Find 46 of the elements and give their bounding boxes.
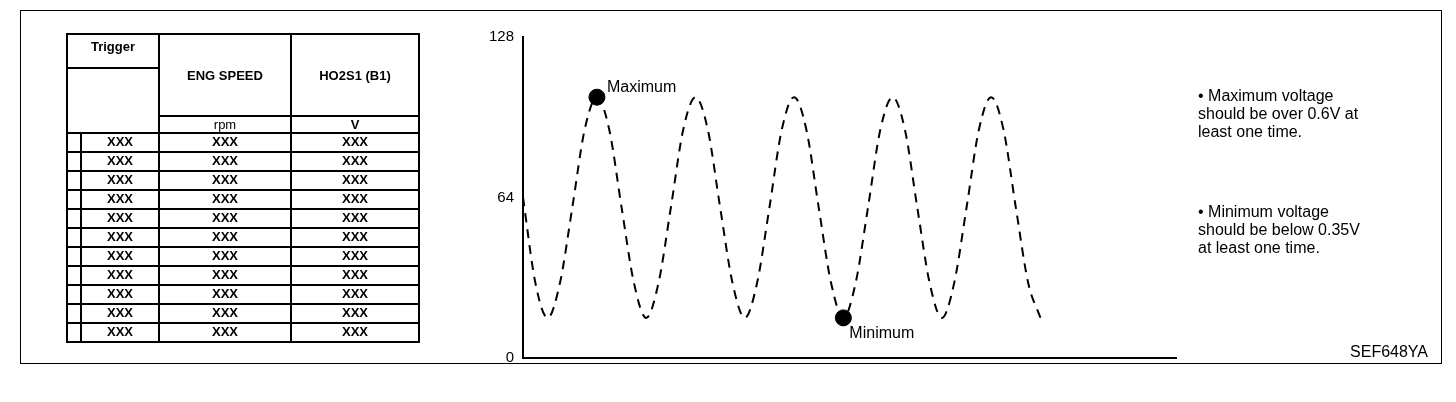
text: XXX [80, 210, 158, 227]
text: XXX [80, 305, 158, 322]
text: XXX [292, 227, 418, 246]
y-tick-label: 0 [505, 348, 515, 366]
text: rpm [160, 115, 290, 132]
text: XXX [292, 284, 418, 303]
annotation: Maximum [606, 77, 677, 95]
text: XXX [160, 170, 290, 189]
text: XXX [160, 246, 290, 265]
text: XXX [292, 265, 418, 284]
text: SEF648YA [1350, 343, 1428, 361]
text: XXX [80, 267, 158, 284]
text: • Minimum voltage should be below 0.35V at least one time. [1198, 203, 1361, 257]
text: XXX [80, 191, 158, 208]
text: XXX [292, 208, 418, 227]
text: XXX [80, 172, 158, 189]
text: Trigger [68, 35, 158, 69]
text: XXX [80, 248, 158, 265]
annotation: Minimum [849, 324, 915, 342]
text: XXX [160, 208, 290, 227]
text: XXX [160, 151, 290, 170]
text: • Maximum voltage should be over 0.6V at least one time. [1198, 87, 1360, 141]
text: XXX [292, 151, 418, 170]
y-tick-label: 64 [497, 187, 515, 205]
text: XXX [80, 229, 158, 246]
text: XXX [292, 189, 418, 208]
text: XXX [160, 303, 290, 322]
text: XXX [80, 286, 158, 303]
text: XXX [80, 324, 158, 341]
text: XXX [80, 134, 158, 151]
text: XXX [160, 284, 290, 303]
text: XXX [292, 246, 418, 265]
text: XXX [160, 132, 290, 151]
text: XXX [160, 227, 290, 246]
text: XXX [292, 170, 418, 189]
text: V [292, 115, 418, 132]
text: XXX [160, 322, 290, 341]
text: ENG SPEED [186, 66, 264, 85]
text: XXX [80, 153, 158, 170]
y-tick-label: 128 [489, 27, 515, 45]
text: XXX [292, 303, 418, 322]
text: HO2S1 (B1) [318, 66, 392, 85]
text: XXX [160, 265, 290, 284]
text: XXX [160, 189, 290, 208]
text: XXX [292, 132, 418, 151]
text: XXX [292, 322, 418, 341]
